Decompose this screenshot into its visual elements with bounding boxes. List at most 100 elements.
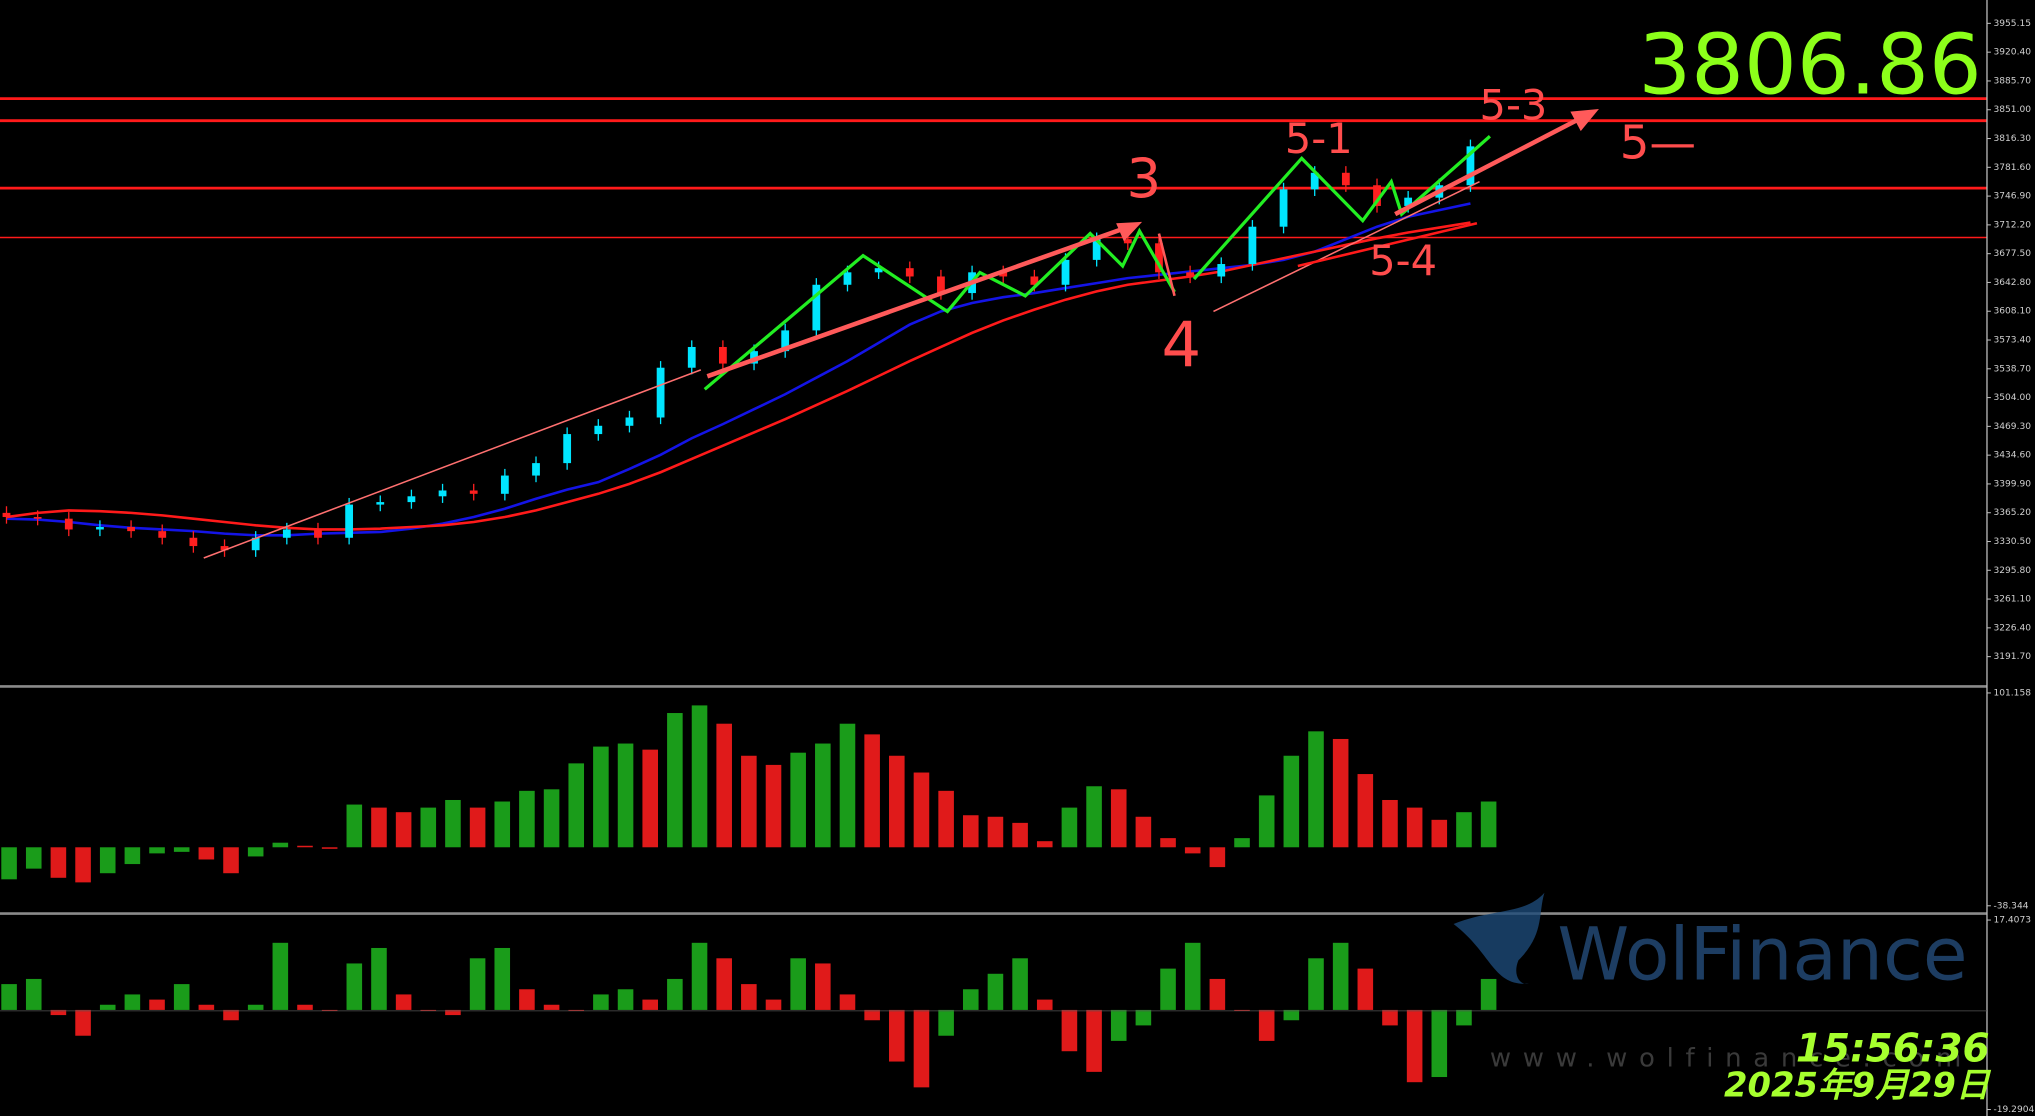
histogram-bar: [1382, 799, 1398, 848]
histogram-bar: [716, 958, 732, 1010]
histogram-bar: [420, 807, 437, 848]
histogram-bar: [667, 713, 683, 848]
y-tick-label: 3816.30: [1993, 134, 2031, 144]
histogram-bar: [1357, 774, 1374, 848]
candle-body: [563, 434, 572, 464]
histogram-bar: [1431, 819, 1448, 848]
wave-line: [703, 227, 1176, 391]
histogram-bar: [839, 723, 856, 848]
candle-body: [1279, 189, 1288, 227]
histogram-bar: [371, 947, 387, 1010]
annotation: 3: [1127, 146, 1162, 210]
watermark-site: www.wolfinance.com: [1490, 1044, 1973, 1074]
histogram-bar: [395, 994, 412, 1010]
histogram-bar: [1234, 838, 1250, 848]
trend-arrow: [706, 223, 1133, 379]
histogram-bar: [691, 942, 708, 1010]
candle-body: [251, 537, 260, 551]
price-display: 3806.86: [1638, 16, 1981, 113]
histogram-bar: [149, 999, 165, 1010]
histogram-bar: [1160, 838, 1176, 848]
y-tick-label: 3746.90: [1993, 192, 2031, 202]
y-tick-label: 3295.80: [1993, 566, 2031, 576]
histogram-bar: [962, 989, 979, 1010]
histogram-bar: [75, 1009, 91, 1036]
histogram-bar: [1480, 801, 1497, 848]
trend-line: [1213, 180, 1480, 313]
histogram-bar: [25, 847, 42, 869]
histogram-bar: [1061, 807, 1078, 848]
histogram-bar: [913, 772, 930, 848]
histogram-bar: [593, 994, 609, 1010]
y-tick-label: 3608.10: [1993, 307, 2031, 317]
histogram-bar: [1258, 795, 1275, 848]
histogram-bar: [642, 999, 659, 1010]
histogram-bar: [420, 1009, 437, 1011]
marks: 3955.15 3920.40 3885.70 3851.00 3816.30 3781.…: [0, 19, 2035, 1115]
histogram-bar: [1184, 942, 1201, 1010]
histogram-bar: [1431, 1009, 1448, 1078]
histogram-bar: [1283, 755, 1300, 848]
histogram-bar: [1, 984, 17, 1010]
histogram-bar: [297, 845, 313, 848]
histogram-bar: [445, 1009, 461, 1016]
y-tick-label: 3504.00: [1993, 393, 2031, 403]
candle-body: [812, 284, 821, 331]
y-tick-label: 3712.20: [1993, 220, 2031, 230]
histogram-bar: [938, 790, 954, 848]
candle-body: [1061, 259, 1070, 285]
histogram-bar: [50, 847, 67, 878]
histogram-bar: [765, 999, 782, 1010]
candle-body: [781, 330, 790, 352]
candle-body: [1310, 172, 1319, 190]
histogram-bar: [1160, 968, 1176, 1010]
candle-body: [1217, 264, 1226, 277]
candle-body: [1030, 276, 1039, 285]
candle-body: [843, 272, 852, 285]
histogram-bar: [1406, 807, 1423, 848]
candle-body: [189, 537, 198, 547]
histogram-bar: [691, 705, 708, 848]
candle-body: [33, 517, 42, 519]
histogram-bar: [99, 847, 116, 874]
y-tick-label: 3573.40: [1993, 336, 2031, 346]
histogram-bar: [987, 816, 1004, 848]
annotation: 5-4: [1369, 236, 1437, 285]
candle-body: [1155, 243, 1163, 273]
histogram-bar: [1086, 786, 1102, 848]
histogram-bar: [815, 963, 831, 1010]
histogram-bar: [741, 755, 757, 848]
histogram-bar: [1086, 1009, 1102, 1072]
candle-body: [1341, 172, 1350, 186]
histogram-bar: [568, 763, 585, 848]
histogram-bar: [667, 978, 683, 1010]
candle-body: [1092, 239, 1101, 260]
candle-body: [999, 272, 1008, 277]
candle-body: [1466, 146, 1475, 186]
histogram-bar: [99, 1004, 116, 1010]
y-tick-label: 3330.50: [1993, 537, 2031, 547]
histogram-bar: [1135, 1009, 1152, 1026]
histogram-bar: [469, 958, 486, 1010]
histogram-bar: [617, 743, 634, 848]
histogram-bar: [1012, 822, 1028, 848]
histogram-bar: [1406, 1009, 1423, 1083]
histogram-bar: [297, 1004, 313, 1010]
y-tick-label: 3885.70: [1993, 76, 2031, 86]
histogram-bar: [889, 755, 905, 848]
trend-arrow: [1394, 113, 1587, 217]
y-tick-label: 17.4073: [1993, 916, 2031, 926]
y-tick-label: 3261.10: [1993, 595, 2031, 605]
histogram-bar: [519, 989, 535, 1010]
candle-body: [376, 502, 385, 505]
histogram-bar: [346, 963, 363, 1010]
histogram-bar: [864, 1009, 880, 1021]
y-tick-label: 3677.50: [1993, 249, 2031, 259]
histogram-bar: [1382, 1009, 1398, 1026]
histogram-bar: [913, 1009, 930, 1088]
candle-body: [1373, 185, 1381, 206]
watermark-brand: WolFinance: [1557, 914, 1967, 998]
